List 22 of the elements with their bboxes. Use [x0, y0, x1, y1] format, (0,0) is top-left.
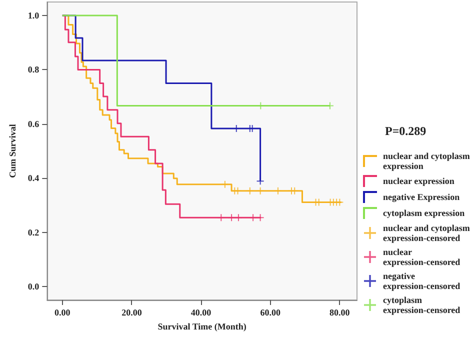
y-tick-label: 0.0 [28, 281, 40, 292]
y-tick-label: 1.0 [28, 10, 40, 21]
x-tick-label: 0.00 [54, 308, 71, 318]
legend-label: nuclear expression [383, 176, 454, 186]
x-axis-title: Survival Time (Month) [158, 322, 246, 332]
x-tick-label: 40.00 [190, 308, 212, 318]
x-tick-label: 60.00 [260, 308, 281, 318]
text: P=0.289 [385, 124, 426, 138]
y-tick-label: 0.4 [28, 173, 40, 184]
y-tick-label: 0.2 [28, 227, 40, 238]
y-axis-title: Cum Survival [8, 124, 18, 178]
x-tick-label: 80.00 [330, 308, 350, 318]
legend-label: nuclear and cytoplasm expression [383, 151, 472, 171]
legend-label: nuclear and cytoplasm expression-censored [383, 223, 472, 243]
legend-label: cytoplasm expression [383, 208, 465, 218]
x-tick-label: 20.00 [122, 308, 142, 318]
legend-label: negative Expression [383, 192, 460, 202]
y-tick-label: 0.6 [28, 118, 40, 129]
legend-label: nuclear expression-censored [383, 247, 460, 267]
y-tick-label: 0.8 [28, 64, 40, 75]
legend-label: cytoplasm expression-censored [383, 295, 460, 315]
legend-label: negative expression-censored [383, 271, 460, 291]
